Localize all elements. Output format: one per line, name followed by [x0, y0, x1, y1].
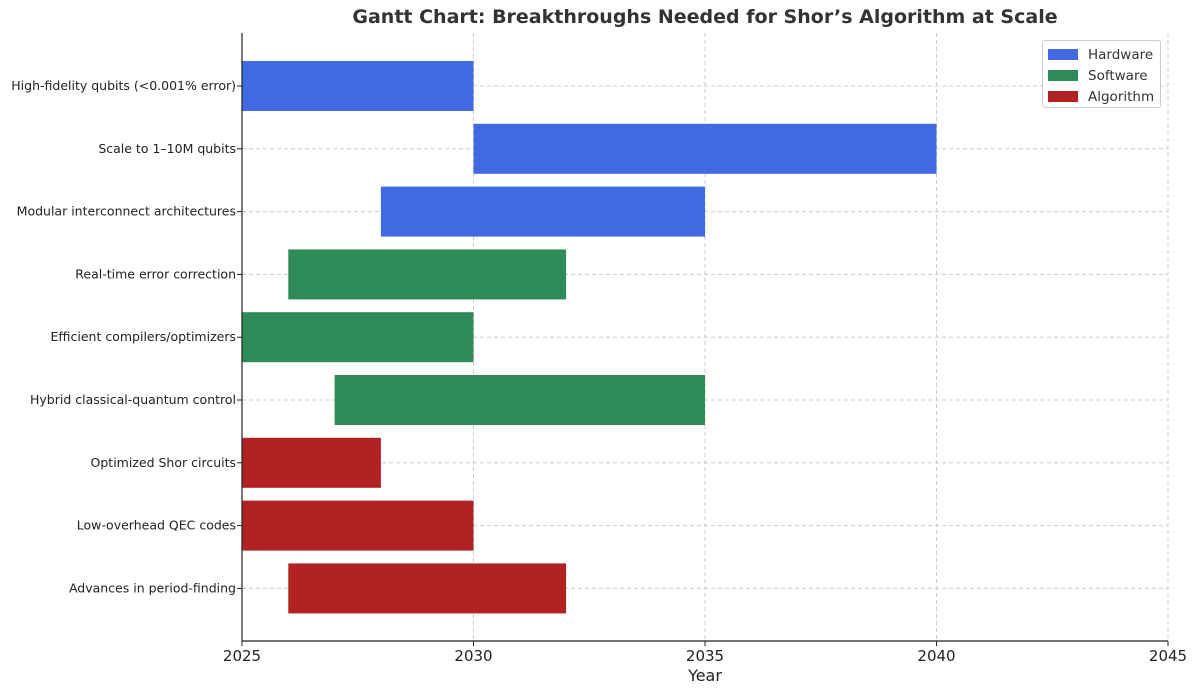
x-tick-label: 2045 [1149, 647, 1187, 665]
legend-item: Algorithm [1048, 86, 1160, 107]
gantt-bar [242, 61, 474, 111]
y-tick-label: Advances in period-finding [69, 580, 236, 595]
x-tick-label: 2035 [686, 647, 724, 665]
gantt-bar [288, 563, 567, 614]
y-tick-label: Hybrid classical-quantum control [30, 392, 236, 407]
gantt-bar [242, 312, 474, 363]
y-tick-label: Real-time error correction [75, 266, 236, 281]
legend-label: Hardware [1088, 46, 1154, 63]
x-axis-label: Year [688, 666, 722, 685]
legend-label: Algorithm [1088, 88, 1155, 105]
y-tick-label: Low-overhead QEC codes [77, 518, 236, 533]
legend-item: Software [1048, 65, 1160, 86]
legend: Hardware Software Algorithm [1042, 40, 1161, 108]
x-tick-label: 2025 [223, 647, 261, 665]
y-tick-label: Modular interconnect architectures [17, 204, 236, 219]
gantt-bar [380, 186, 705, 237]
y-tick-label: High-fidelity qubits (<0.001% error) [11, 78, 236, 93]
legend-swatch [1048, 91, 1078, 102]
y-tick-label: Efficient compilers/optimizers [51, 329, 236, 344]
gantt-bar [242, 500, 474, 551]
gantt-bar [473, 123, 937, 174]
x-tick-label: 2030 [454, 647, 492, 665]
gantt-bar [242, 437, 381, 488]
legend-item: Hardware [1048, 44, 1160, 65]
legend-label: Software [1088, 67, 1148, 84]
legend-swatch [1048, 70, 1078, 81]
chart-title: Gantt Chart: Breakthroughs Needed for Sh… [352, 6, 1058, 28]
y-tick-label: Scale to 1–10M qubits [98, 141, 236, 156]
gantt-bar [334, 375, 705, 425]
y-tick-label: Optimized Shor circuits [91, 455, 236, 470]
legend-swatch [1048, 49, 1078, 60]
x-tick-label: 2040 [917, 647, 955, 665]
gantt-bar [288, 249, 567, 300]
